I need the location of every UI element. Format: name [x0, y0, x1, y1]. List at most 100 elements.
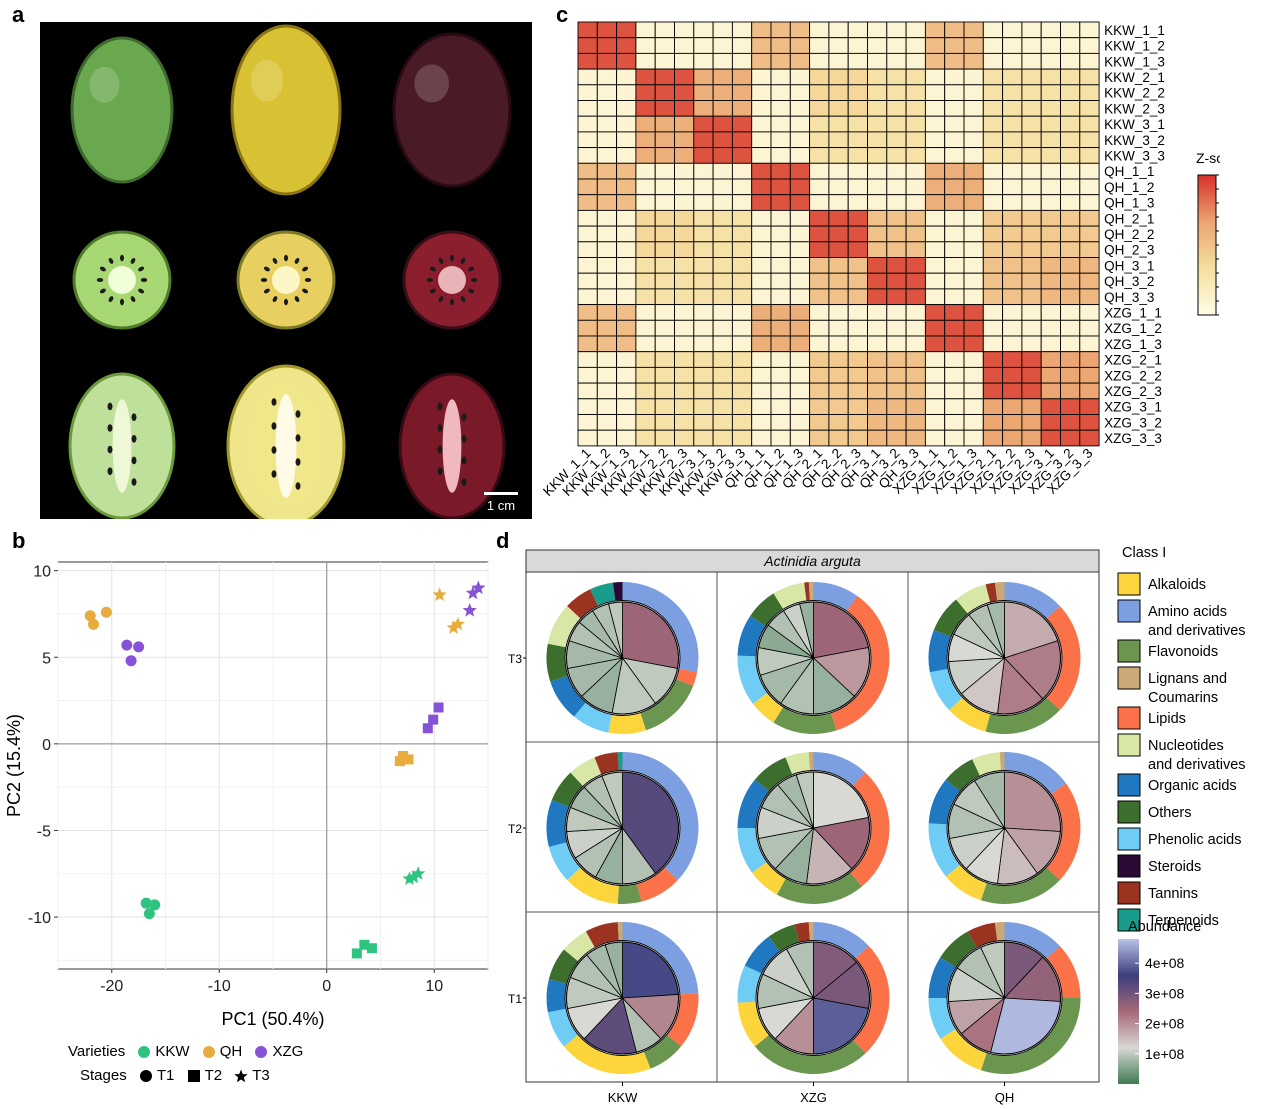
- pie-outer-segment: [928, 998, 956, 1039]
- pca-point-xzg-t3: [465, 585, 481, 600]
- heatmap-cell: [1040, 194, 1061, 211]
- heatmap-cell: [1040, 225, 1061, 243]
- heatmap-cell: [712, 37, 733, 54]
- heatmap-cell: [674, 194, 695, 211]
- heatmap-cell: [1060, 429, 1081, 447]
- heatmap-cell: [982, 398, 1004, 415]
- legend-stage-t1: T1: [131, 1067, 174, 1084]
- heatmap-cell: [963, 351, 984, 368]
- heatmap-cell: [963, 241, 984, 258]
- heatmap-row-label: XZG_2_1: [1104, 353, 1162, 368]
- heatmap-cell: [886, 257, 907, 274]
- fruit-core: [112, 399, 132, 493]
- heatmap-cell: [770, 100, 791, 117]
- heatmap-cell: [596, 37, 618, 54]
- heatmap-cell: [828, 225, 849, 243]
- heatmap-cell: [751, 398, 772, 415]
- pie-outer-segment: [940, 1029, 987, 1071]
- heatmap-cell: [809, 257, 830, 274]
- heatmap-cell: [693, 178, 714, 196]
- pie-outer-segment: [972, 752, 1001, 776]
- heatmap-cell: [886, 209, 907, 227]
- heatmap-cell: [847, 131, 868, 149]
- abundance-legend-bar: [1118, 939, 1139, 1084]
- heatmap-cell: [847, 162, 868, 180]
- heatmap-cell: [982, 225, 1004, 243]
- heatmap-cell: [905, 131, 926, 149]
- heatmap-cell: [712, 68, 733, 86]
- heatmap-cell: [1021, 178, 1042, 196]
- heatmap-cell: [1021, 257, 1042, 274]
- heatmap-cell: [712, 335, 733, 353]
- heatmap-cell: [886, 241, 907, 258]
- heatmap-cell: [674, 84, 695, 101]
- heatmap-cell: [731, 52, 753, 70]
- heatmap-cell: [616, 241, 637, 258]
- heatmap-cell: [693, 100, 714, 117]
- heatmap-cell: [674, 429, 695, 447]
- heatmap-cell: [905, 68, 926, 86]
- heatmap-cell: [1002, 147, 1023, 164]
- heatmap-cell: [635, 84, 656, 101]
- heatmap-cell: [809, 429, 830, 447]
- fruit-seed: [131, 413, 137, 422]
- heatmap-cell: [712, 351, 733, 368]
- heatmap-cell: [963, 398, 984, 415]
- heatmap-cell: [847, 37, 868, 54]
- heatmap-cell: [635, 225, 656, 243]
- heatmap-cell: [731, 68, 753, 86]
- heatmap-cell: [1040, 37, 1061, 54]
- heatmap-cell: [1002, 37, 1023, 54]
- heatmap-cell: [867, 68, 888, 86]
- heatmap-cell: [596, 304, 618, 321]
- heatmap-cell: [577, 52, 598, 70]
- pie-outer-segment: [617, 752, 623, 771]
- heatmap-cell: [577, 21, 598, 39]
- fruit-seed: [96, 278, 104, 282]
- heatmap-cell: [828, 288, 849, 306]
- heatmap-cell: [963, 194, 984, 211]
- class-legend-label: Flavonoids: [1148, 644, 1218, 660]
- pca-point-xzg-t3: [462, 603, 477, 617]
- heatmap-cell: [1002, 131, 1023, 149]
- heatmap-cell: [809, 414, 830, 431]
- heatmap-cell: [1060, 100, 1081, 117]
- heatmap-cell: [886, 225, 907, 243]
- heatmap-row-label: QH_3_2: [1104, 274, 1154, 289]
- heatmap-cell: [770, 241, 791, 258]
- fruit-seed: [470, 278, 478, 282]
- heatmap-cell: [616, 115, 637, 133]
- heatmap-cell: [1079, 162, 1100, 180]
- heatmap-cell: [635, 194, 656, 211]
- heatmap-row-label: KKW_2_1: [1104, 70, 1165, 85]
- heatmap-cell: [905, 194, 926, 211]
- pie-outer-segment: [933, 599, 968, 637]
- pie-outer-segment: [773, 582, 807, 609]
- class-legend-label: Lipids: [1148, 711, 1186, 727]
- heatmap-cell: [944, 366, 965, 384]
- heatmap-cell: [1060, 335, 1081, 353]
- heatmap-cell: [635, 131, 656, 149]
- heatmap-cell: [944, 178, 965, 196]
- pie-outer-segment: [945, 864, 987, 901]
- fruit-seed: [284, 254, 288, 262]
- heatmap-cell: [924, 68, 946, 86]
- pie-outer-segment: [994, 922, 1005, 941]
- pca-point-kkw-t2: [359, 939, 370, 950]
- heatmap-cell: [809, 304, 830, 321]
- heatmap-row-label: KKW_2_3: [1104, 101, 1165, 116]
- pca-point-qh-t2: [398, 750, 409, 761]
- heatmap-cell: [905, 398, 926, 415]
- heatmap-cell: [751, 257, 772, 274]
- heatmap-cell: [577, 429, 598, 447]
- heatmap-cell: [847, 178, 868, 196]
- heatmap-cell: [1002, 366, 1023, 384]
- heatmap-cell: [809, 382, 830, 400]
- heatmap-cell: [731, 304, 753, 321]
- heatmap-cell: [867, 257, 888, 274]
- heatmap-cell: [789, 100, 811, 117]
- heatmap-cell: [693, 147, 714, 164]
- heatmap-cell: [674, 304, 695, 321]
- fruit-seed: [295, 458, 301, 466]
- heatmap-cell: [886, 304, 907, 321]
